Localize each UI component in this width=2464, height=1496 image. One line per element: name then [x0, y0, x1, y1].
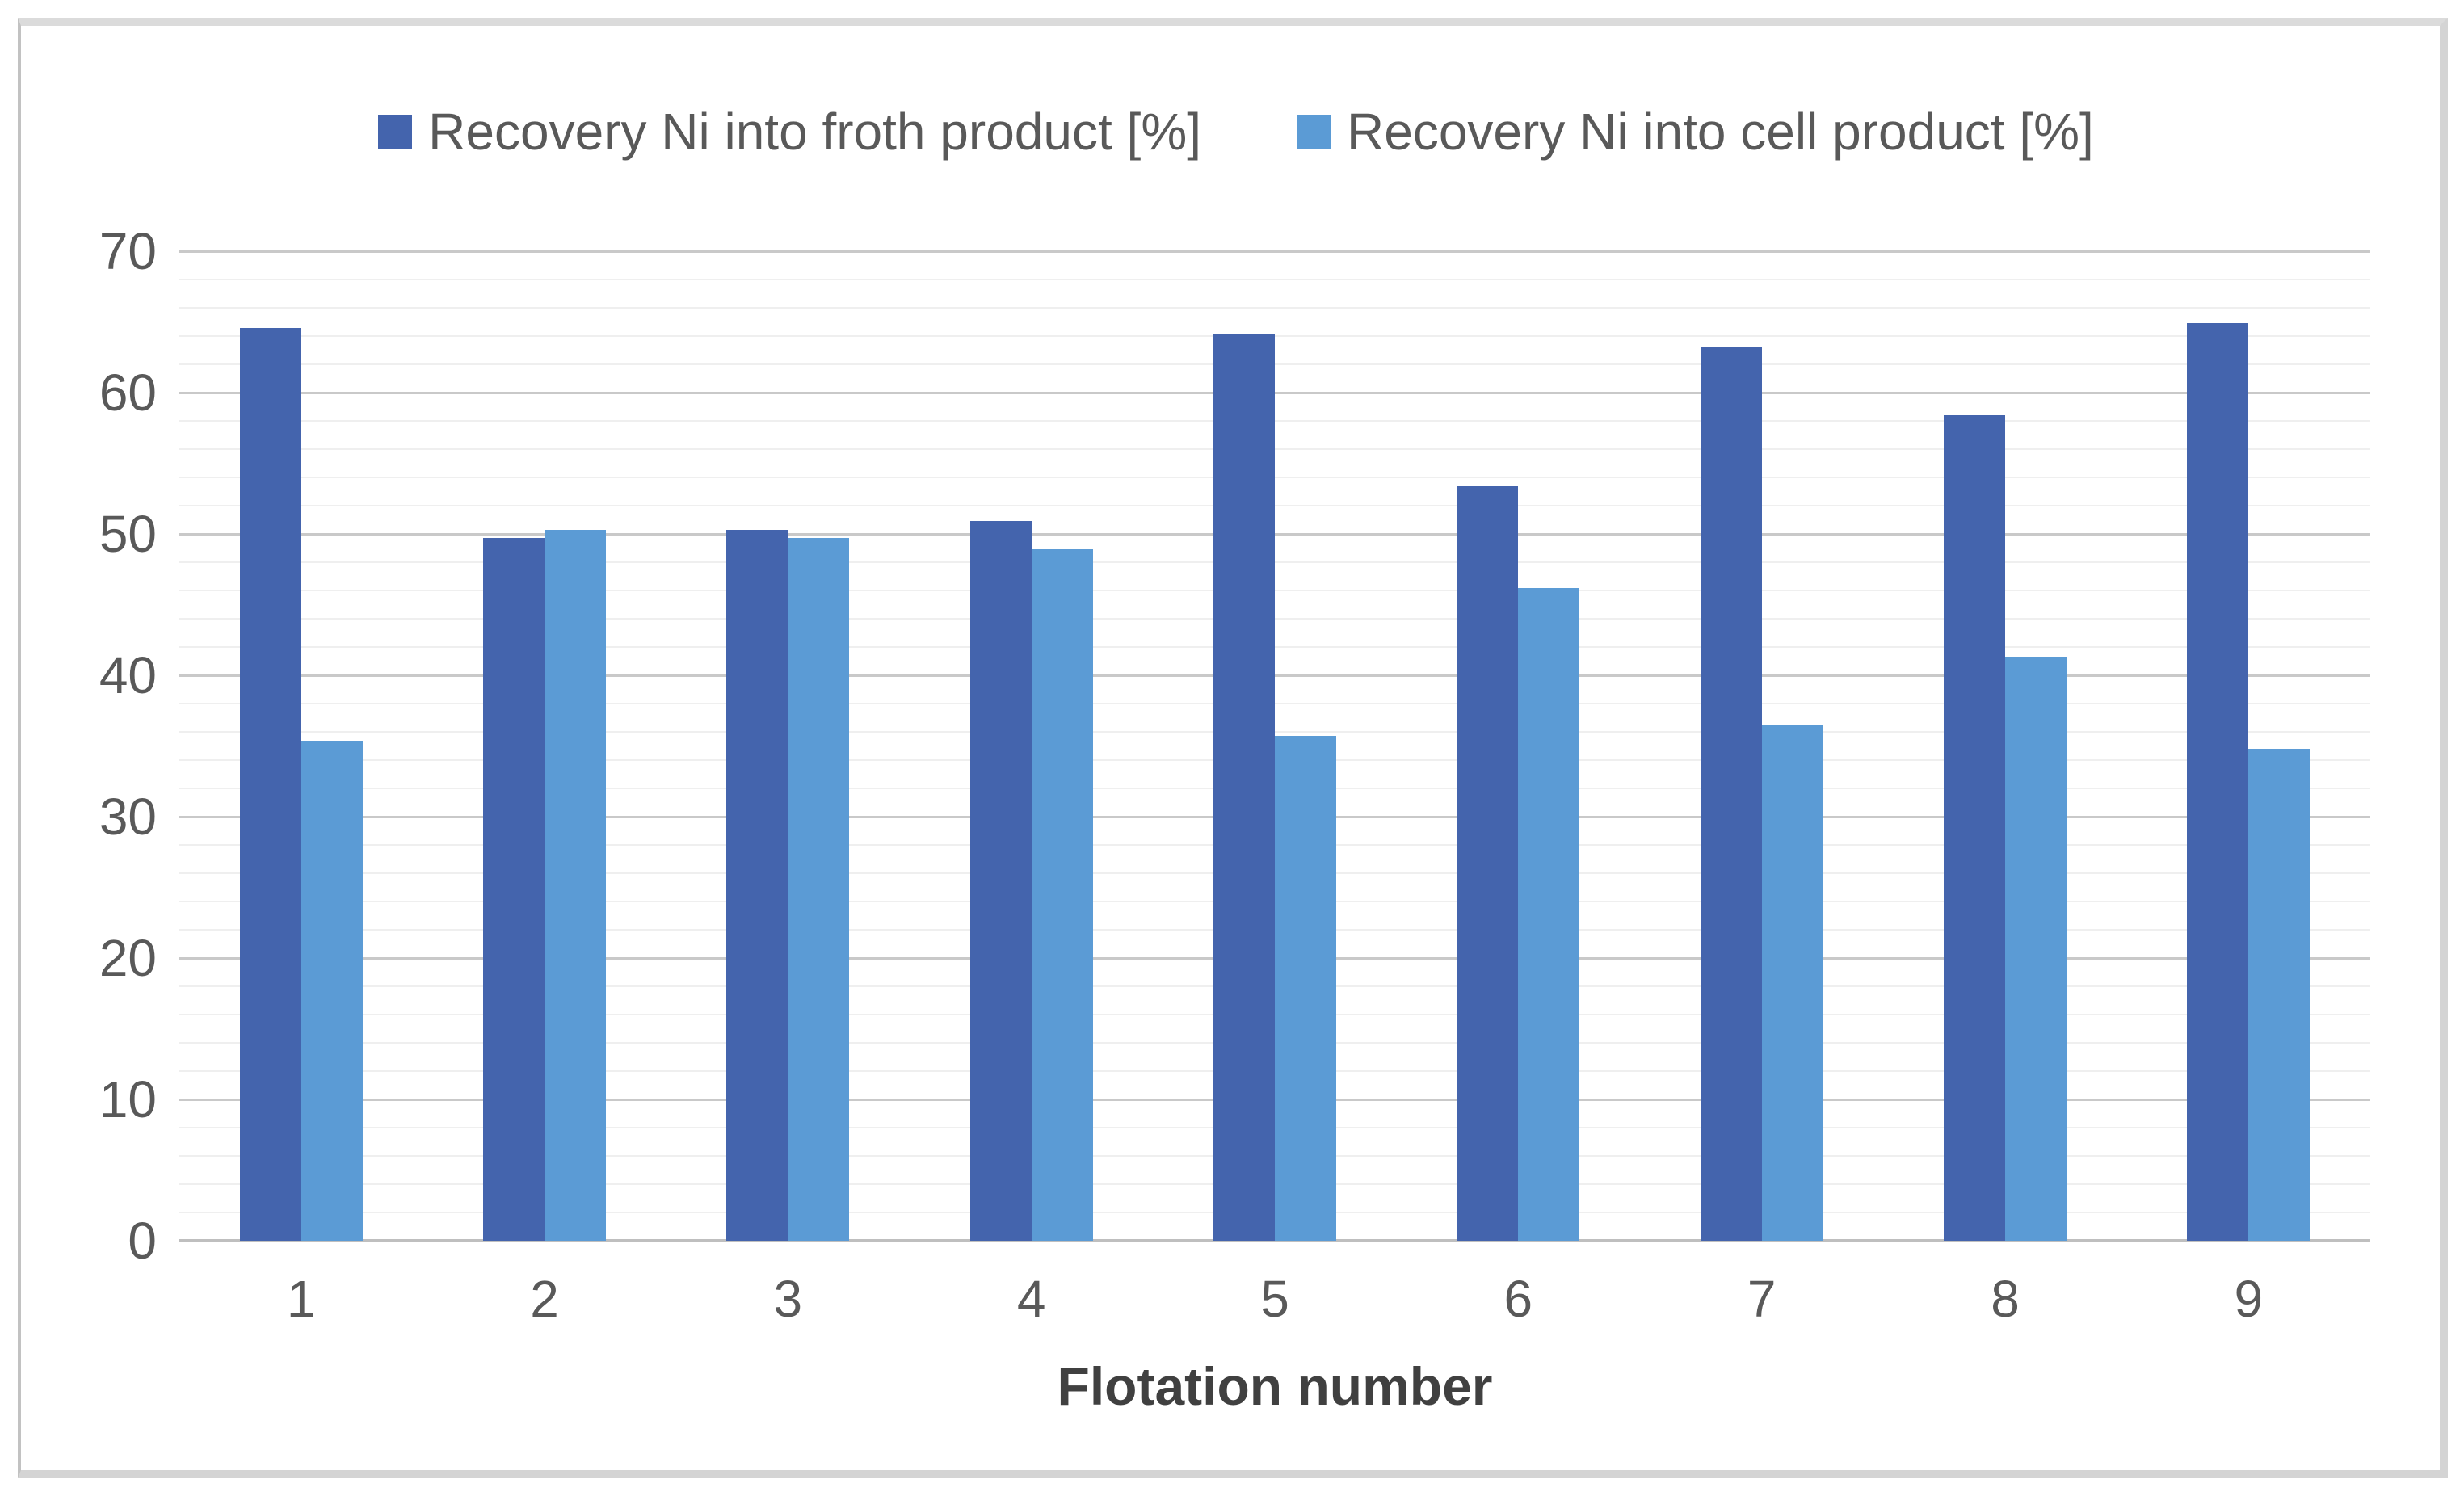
bar-cell-1 — [301, 740, 363, 1241]
x-tick-label-4: 4 — [1016, 1270, 1046, 1328]
x-tick-label-2: 2 — [530, 1270, 559, 1328]
x-tick-label-1: 1 — [286, 1270, 316, 1328]
x-tick-label-8: 8 — [1991, 1270, 2020, 1328]
x-axis-title: Flotation number — [1057, 1356, 1493, 1416]
x-tick-label-3: 3 — [773, 1270, 803, 1328]
major-gridline-y50 — [179, 532, 2370, 536]
bar-froth-2 — [483, 538, 545, 1241]
major-gridline-y40 — [179, 674, 2370, 677]
bar-froth-1 — [239, 327, 301, 1241]
y-tick-label-10: 10 — [99, 1070, 157, 1128]
y-tick-label-30: 30 — [99, 788, 157, 846]
bar-cell-4 — [1031, 549, 1093, 1241]
bar-froth-7 — [1700, 347, 1762, 1241]
bar-froth-9 — [2187, 323, 2249, 1241]
bar-cell-3 — [788, 538, 850, 1241]
minor-gridline-y64 — [179, 335, 2370, 337]
major-gridline-y70 — [179, 250, 2370, 253]
bar-cell-8 — [2005, 657, 2067, 1241]
legend: Recovery Ni into froth product [%] Recov… — [21, 103, 2451, 160]
bar-cell-5 — [1275, 736, 1336, 1241]
bar-cell-2 — [545, 529, 606, 1241]
y-tick-label-40: 40 — [99, 646, 157, 704]
bar-cell-6 — [1518, 587, 1580, 1241]
x-tick-label-7: 7 — [1747, 1270, 1777, 1328]
minor-gridline-y36 — [179, 731, 2370, 733]
minor-gridline-y54 — [179, 477, 2370, 478]
legend-item-cell: Recovery Ni into cell product [%] — [1297, 103, 2094, 160]
x-tick-label-5: 5 — [1260, 1270, 1289, 1328]
bar-cell-7 — [1761, 725, 1823, 1241]
bar-froth-8 — [1944, 415, 2005, 1241]
major-gridline-y60 — [179, 391, 2370, 394]
minor-gridline-y38 — [179, 703, 2370, 704]
minor-gridline-y56 — [179, 448, 2370, 450]
minor-gridline-y62 — [179, 363, 2370, 365]
minor-gridline-y42 — [179, 646, 2370, 648]
bar-cell-9 — [2248, 749, 2311, 1241]
minor-gridline-y48 — [179, 561, 2370, 563]
y-tick-label-20: 20 — [99, 929, 157, 987]
minor-gridline-y44 — [179, 618, 2370, 620]
y-tick-label-60: 60 — [99, 363, 157, 422]
x-tick-label-6: 6 — [1503, 1270, 1533, 1328]
bar-froth-5 — [1213, 333, 1275, 1241]
bar-froth-6 — [1457, 485, 1519, 1241]
legend-item-froth: Recovery Ni into froth product [%] — [378, 103, 1201, 160]
y-tick-label-70: 70 — [99, 222, 157, 280]
legend-label-cell: Recovery Ni into cell product [%] — [1347, 103, 2094, 161]
legend-label-froth: Recovery Ni into froth product [%] — [428, 103, 1202, 161]
minor-gridline-y52 — [179, 505, 2370, 506]
legend-swatch-froth-icon — [378, 115, 413, 149]
minor-gridline-y66 — [179, 307, 2370, 309]
bar-froth-3 — [726, 529, 788, 1241]
minor-gridline-y68 — [179, 279, 2370, 280]
y-tick-label-50: 50 — [99, 505, 157, 563]
y-tick-label-0: 0 — [128, 1212, 157, 1270]
plot-area — [179, 250, 2370, 1242]
minor-gridline-y46 — [179, 590, 2370, 591]
minor-gridline-y58 — [179, 420, 2370, 422]
legend-swatch-cell-icon — [1297, 115, 1331, 149]
bar-froth-4 — [969, 521, 1032, 1241]
chart-frame: Recovery Ni into froth product [%] Recov… — [18, 18, 2448, 1478]
x-tick-label-9: 9 — [2234, 1270, 2264, 1328]
